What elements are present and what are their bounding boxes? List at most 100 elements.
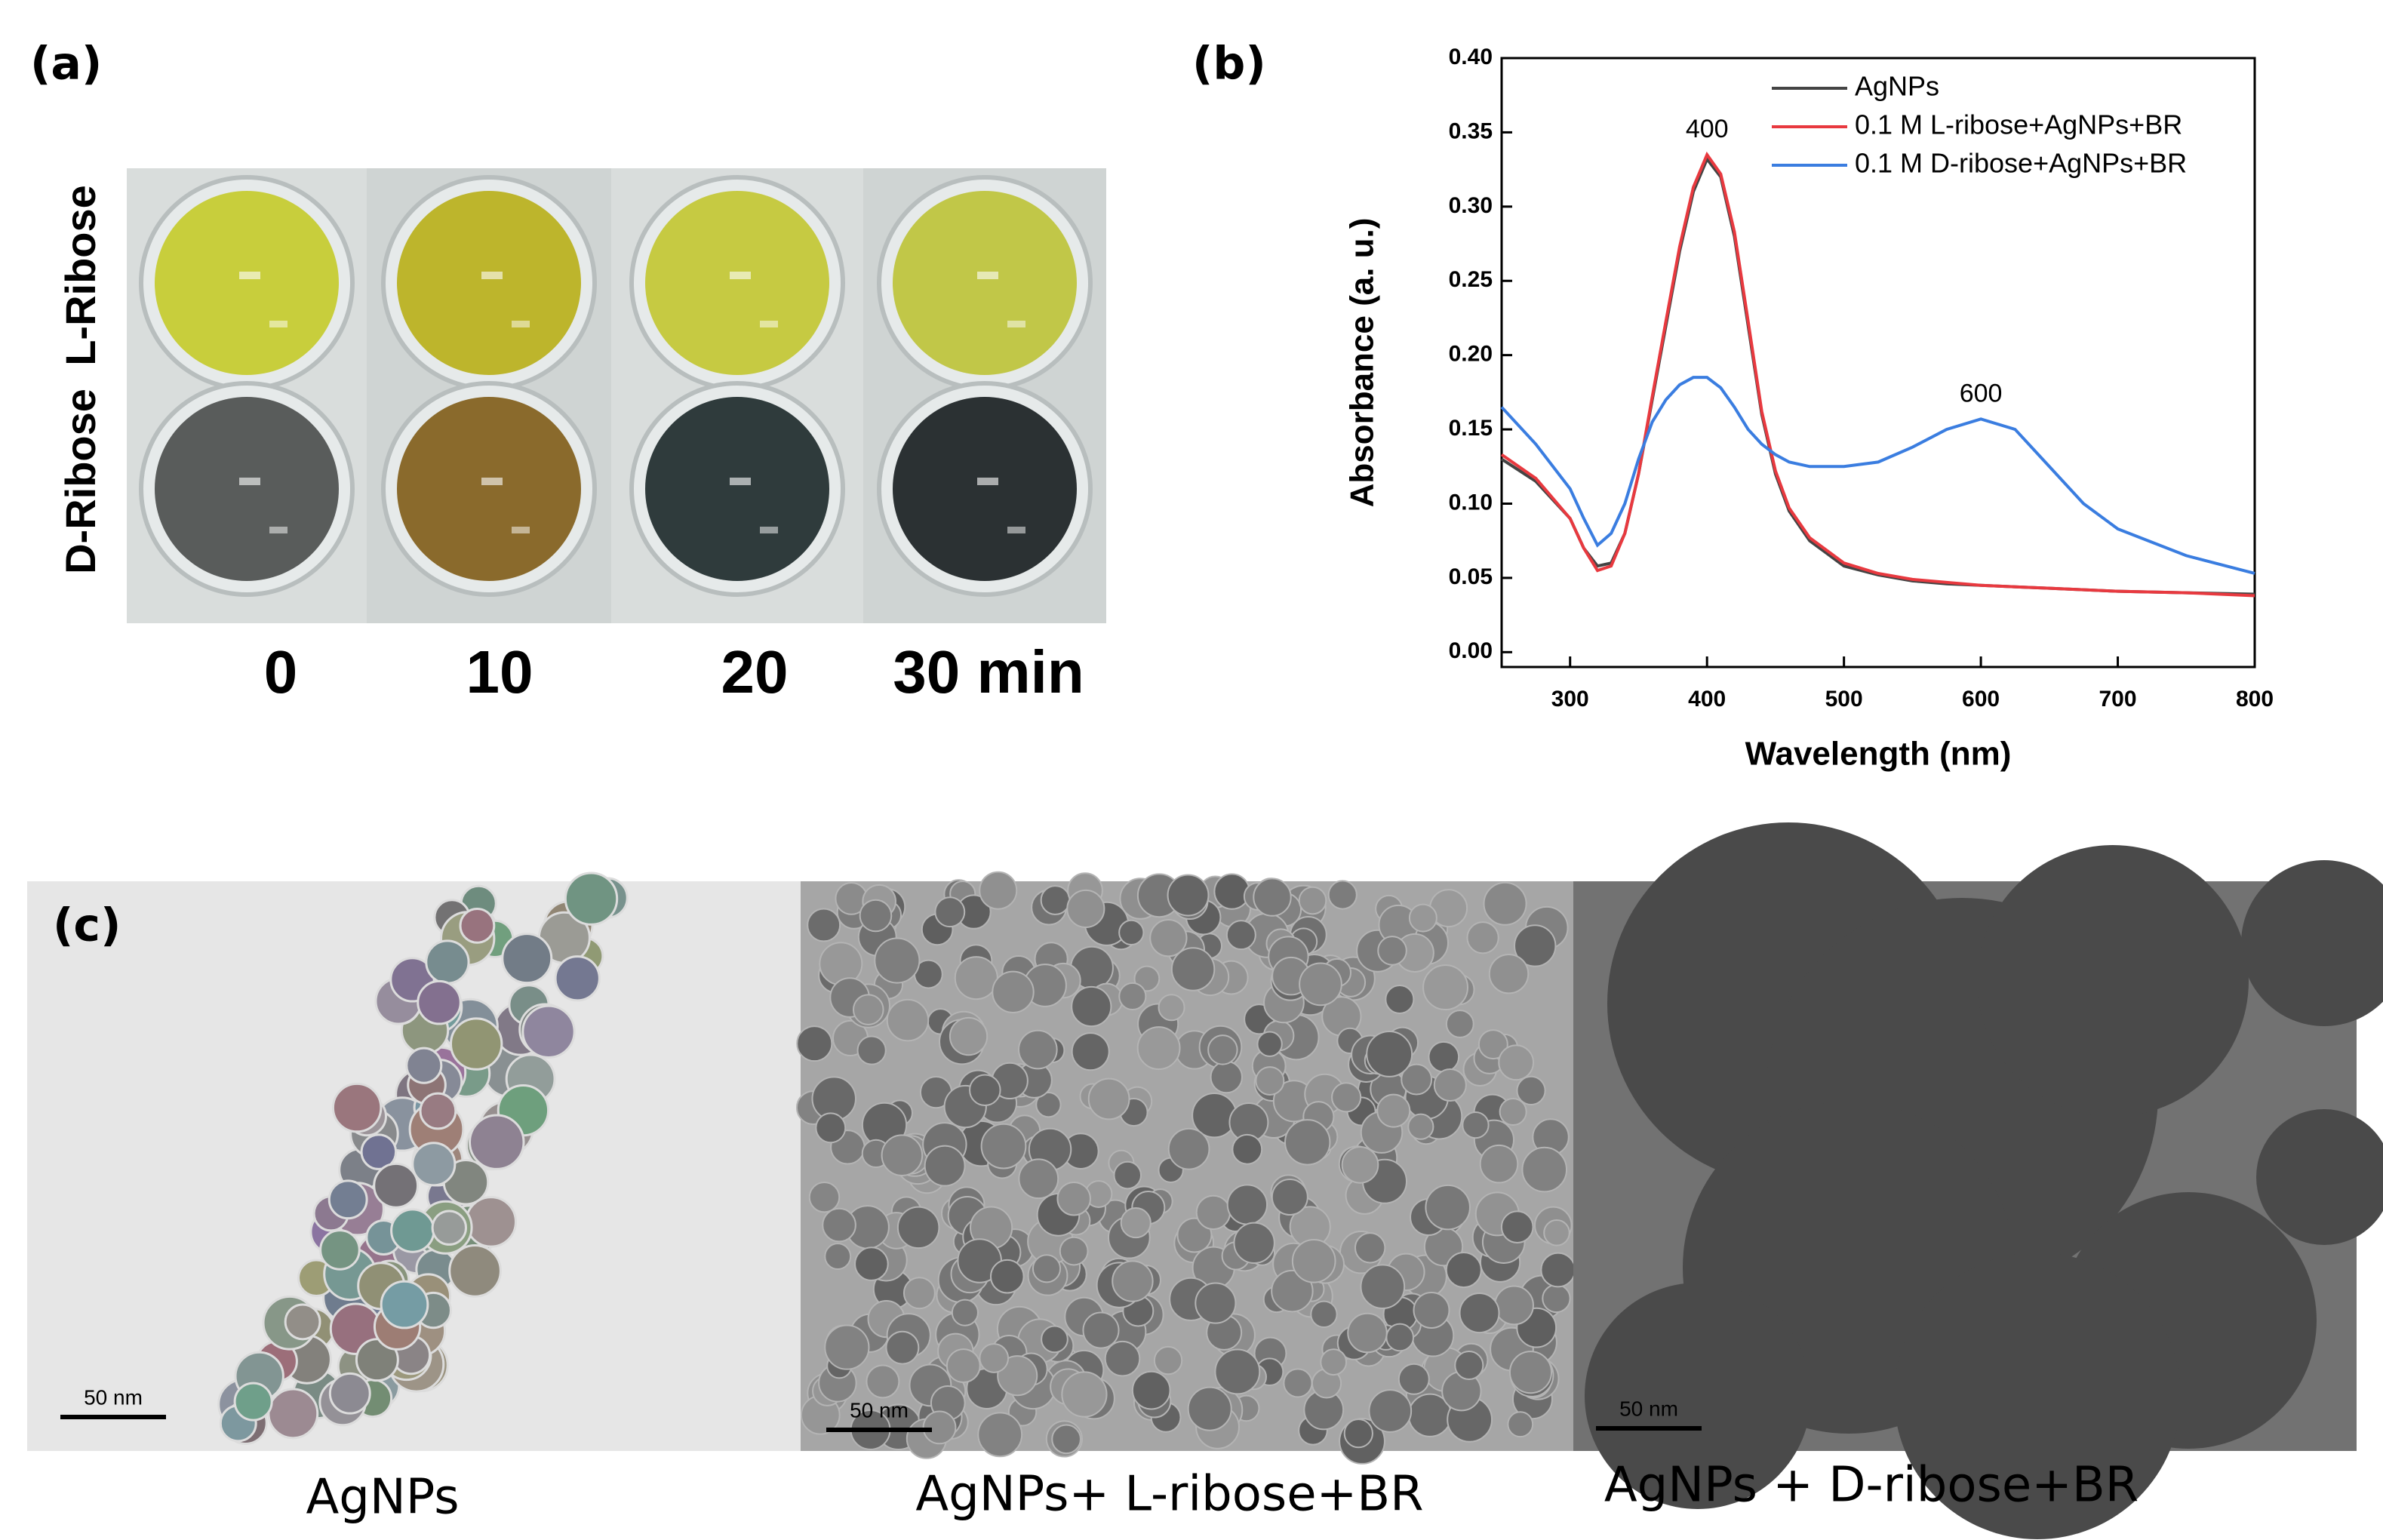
- blob: [1894, 1253, 2181, 1539]
- particle: [417, 979, 462, 1025]
- particle: [1320, 1348, 1348, 1376]
- x-axis-label: Wavelength (nm): [1745, 736, 2012, 773]
- particle: [1433, 1068, 1467, 1102]
- particle: [1131, 1370, 1171, 1410]
- particle: [501, 933, 553, 985]
- particle: [1032, 1254, 1062, 1283]
- scale-bar-label: 50 nm: [84, 1385, 143, 1409]
- particle: [852, 994, 884, 1025]
- particle: [992, 970, 1035, 1013]
- particle: [969, 1074, 1001, 1106]
- particle: [1271, 1269, 1314, 1313]
- particle: [431, 1210, 467, 1246]
- particle: [1253, 878, 1292, 917]
- particle: [1195, 1194, 1231, 1231]
- well: [155, 191, 339, 375]
- particle: [1488, 953, 1530, 994]
- particle: [405, 1047, 443, 1084]
- particle: [808, 1181, 841, 1213]
- time-label: 20: [721, 638, 789, 705]
- row-label: D-Ribose: [57, 389, 104, 574]
- particle: [284, 1303, 321, 1341]
- particle: [1299, 962, 1342, 1007]
- particle: [1376, 1093, 1411, 1128]
- particle: [1398, 1363, 1430, 1395]
- caption: AgNPs + D-ribose+BR: [1604, 1458, 2139, 1514]
- scale-bar-label: 50 nm: [1619, 1397, 1678, 1420]
- particle: [1377, 936, 1407, 966]
- reflection: [730, 272, 751, 279]
- particle: [980, 1123, 1027, 1170]
- particle: [1018, 1029, 1058, 1070]
- particle: [1347, 1312, 1388, 1354]
- plot-frame: [1500, 57, 2256, 669]
- particle: [1310, 1300, 1338, 1328]
- particle: [881, 1134, 924, 1176]
- tem-panel: 50 nm 50 nm 50 nm: [27, 822, 2383, 1539]
- particle: [1040, 885, 1071, 915]
- particle: [951, 1299, 979, 1326]
- time-label: 0: [264, 638, 298, 705]
- particle: [1445, 1252, 1482, 1289]
- particle: [1407, 1113, 1434, 1140]
- particle: [886, 998, 930, 1042]
- particle: [1343, 1419, 1373, 1449]
- particle: [564, 871, 619, 926]
- particle: [328, 1372, 371, 1415]
- y-tick-label: 0.30: [1449, 193, 1493, 218]
- particle: [1483, 881, 1527, 926]
- particle: [1500, 1210, 1534, 1243]
- particle: [1327, 880, 1358, 910]
- reflection: [512, 321, 530, 327]
- y-tick-label: 0.20: [1449, 342, 1493, 367]
- particle: [319, 1229, 361, 1271]
- panel-label: (b): [1192, 38, 1266, 91]
- reflection: [977, 272, 998, 279]
- particle: [1213, 873, 1250, 910]
- series-line: [1500, 151, 2255, 598]
- particle: [1118, 982, 1147, 1011]
- particle: [924, 1145, 966, 1187]
- particle: [1207, 1034, 1238, 1065]
- reflection: [269, 527, 287, 533]
- particle: [1167, 874, 1210, 917]
- y-tick-label: 0.15: [1449, 416, 1493, 441]
- particle: [554, 955, 601, 1002]
- particle: [1516, 1075, 1546, 1105]
- blob: [1977, 845, 2249, 1117]
- particle: [824, 1243, 852, 1271]
- particle: [1056, 1181, 1091, 1216]
- x-tick-label: 800: [2236, 687, 2274, 712]
- well: [893, 397, 1077, 581]
- particle: [922, 1410, 957, 1445]
- particle: [1466, 921, 1499, 954]
- particle: [1521, 1146, 1568, 1193]
- y-tick-label: 0.40: [1449, 45, 1493, 69]
- particle: [360, 1133, 398, 1170]
- particle: [1385, 984, 1415, 1014]
- particle: [1158, 994, 1185, 1022]
- particle: [1477, 1029, 1508, 1060]
- particle: [977, 1412, 1023, 1458]
- particle: [449, 1017, 503, 1071]
- particle: [1231, 1133, 1263, 1165]
- y-tick-label: 0.00: [1449, 638, 1493, 663]
- particle: [1233, 1222, 1275, 1265]
- well: [397, 397, 581, 581]
- particle: [1445, 1010, 1474, 1038]
- reflection: [977, 478, 998, 485]
- x-tick-label: 600: [1962, 687, 2000, 712]
- particle: [1120, 1207, 1152, 1239]
- particle: [1061, 1371, 1108, 1418]
- particle: [989, 1259, 1025, 1294]
- particle: [1187, 1386, 1232, 1431]
- particle: [1354, 1232, 1386, 1264]
- particle: [1508, 1351, 1552, 1394]
- particle: [866, 1364, 900, 1399]
- particle: [1214, 1348, 1261, 1395]
- annotation: 600: [1960, 379, 2003, 407]
- particle: [1133, 965, 1161, 992]
- scale-bar-label: 50 nm: [850, 1398, 909, 1422]
- particle: [1195, 1282, 1237, 1324]
- particle: [1018, 1158, 1059, 1200]
